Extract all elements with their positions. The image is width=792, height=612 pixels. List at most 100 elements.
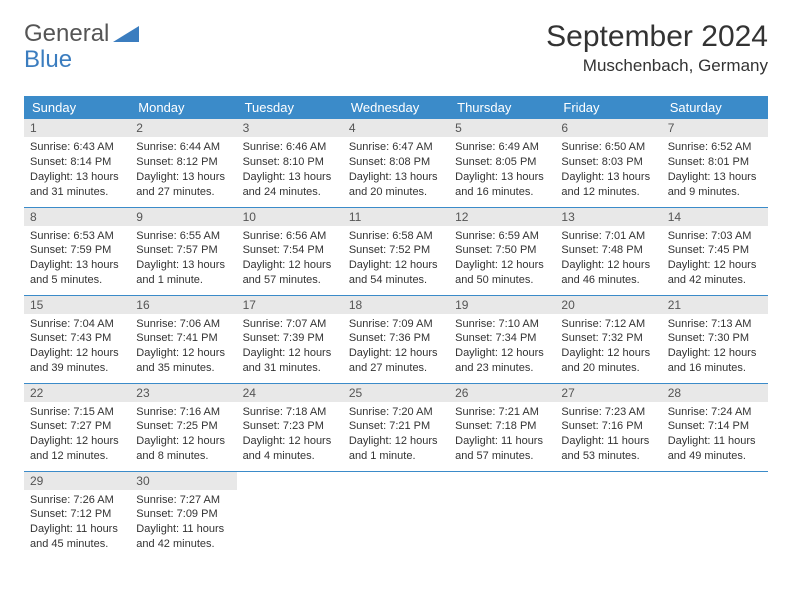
day-content: Sunrise: 6:53 AMSunset: 7:59 PMDaylight:… bbox=[24, 226, 130, 291]
day-number: 15 bbox=[24, 296, 130, 314]
weekday-header: Monday bbox=[130, 96, 236, 119]
calendar-cell: 22Sunrise: 7:15 AMSunset: 7:27 PMDayligh… bbox=[24, 383, 130, 471]
day-number: 9 bbox=[130, 208, 236, 226]
day-content: Sunrise: 6:52 AMSunset: 8:01 PMDaylight:… bbox=[662, 137, 768, 202]
logo-text-2: Blue bbox=[24, 46, 72, 74]
day-content: Sunrise: 7:27 AMSunset: 7:09 PMDaylight:… bbox=[130, 490, 236, 555]
calendar-cell: 12Sunrise: 6:59 AMSunset: 7:50 PMDayligh… bbox=[449, 207, 555, 295]
calendar-cell: 4Sunrise: 6:47 AMSunset: 8:08 PMDaylight… bbox=[343, 119, 449, 207]
day-content: Sunrise: 6:44 AMSunset: 8:12 PMDaylight:… bbox=[130, 137, 236, 202]
day-content: Sunrise: 7:23 AMSunset: 7:16 PMDaylight:… bbox=[555, 402, 661, 467]
calendar-cell: 5Sunrise: 6:49 AMSunset: 8:05 PMDaylight… bbox=[449, 119, 555, 207]
weekday-header-row: Sunday Monday Tuesday Wednesday Thursday… bbox=[24, 96, 768, 119]
calendar-cell: 18Sunrise: 7:09 AMSunset: 7:36 PMDayligh… bbox=[343, 295, 449, 383]
calendar-cell: 26Sunrise: 7:21 AMSunset: 7:18 PMDayligh… bbox=[449, 383, 555, 471]
day-number: 18 bbox=[343, 296, 449, 314]
calendar-cell: 17Sunrise: 7:07 AMSunset: 7:39 PMDayligh… bbox=[237, 295, 343, 383]
day-number: 14 bbox=[662, 208, 768, 226]
day-content: Sunrise: 7:09 AMSunset: 7:36 PMDaylight:… bbox=[343, 314, 449, 379]
day-content: Sunrise: 7:06 AMSunset: 7:41 PMDaylight:… bbox=[130, 314, 236, 379]
day-content: Sunrise: 6:58 AMSunset: 7:52 PMDaylight:… bbox=[343, 226, 449, 291]
day-number: 7 bbox=[662, 119, 768, 137]
calendar-cell: 19Sunrise: 7:10 AMSunset: 7:34 PMDayligh… bbox=[449, 295, 555, 383]
calendar-cell: 20Sunrise: 7:12 AMSunset: 7:32 PMDayligh… bbox=[555, 295, 661, 383]
day-content: Sunrise: 7:26 AMSunset: 7:12 PMDaylight:… bbox=[24, 490, 130, 555]
day-content: Sunrise: 7:07 AMSunset: 7:39 PMDaylight:… bbox=[237, 314, 343, 379]
header: General September 2024 Muschenbach, Germ… bbox=[24, 20, 768, 76]
day-number: 22 bbox=[24, 384, 130, 402]
day-content: Sunrise: 7:01 AMSunset: 7:48 PMDaylight:… bbox=[555, 226, 661, 291]
day-content: Sunrise: 7:12 AMSunset: 7:32 PMDaylight:… bbox=[555, 314, 661, 379]
day-number: 20 bbox=[555, 296, 661, 314]
calendar-cell: 9Sunrise: 6:55 AMSunset: 7:57 PMDaylight… bbox=[130, 207, 236, 295]
day-number: 17 bbox=[237, 296, 343, 314]
weekday-header: Sunday bbox=[24, 96, 130, 119]
calendar-cell bbox=[237, 471, 343, 559]
day-number: 16 bbox=[130, 296, 236, 314]
day-number: 13 bbox=[555, 208, 661, 226]
logo-text-1: General bbox=[24, 20, 109, 48]
calendar-cell: 6Sunrise: 6:50 AMSunset: 8:03 PMDaylight… bbox=[555, 119, 661, 207]
calendar-cell: 1Sunrise: 6:43 AMSunset: 8:14 PMDaylight… bbox=[24, 119, 130, 207]
day-number: 11 bbox=[343, 208, 449, 226]
calendar-cell: 3Sunrise: 6:46 AMSunset: 8:10 PMDaylight… bbox=[237, 119, 343, 207]
calendar-cell: 13Sunrise: 7:01 AMSunset: 7:48 PMDayligh… bbox=[555, 207, 661, 295]
day-number: 24 bbox=[237, 384, 343, 402]
day-content: Sunrise: 6:59 AMSunset: 7:50 PMDaylight:… bbox=[449, 226, 555, 291]
weekday-header: Tuesday bbox=[237, 96, 343, 119]
calendar-cell: 29Sunrise: 7:26 AMSunset: 7:12 PMDayligh… bbox=[24, 471, 130, 559]
calendar-cell: 16Sunrise: 7:06 AMSunset: 7:41 PMDayligh… bbox=[130, 295, 236, 383]
calendar-cell: 23Sunrise: 7:16 AMSunset: 7:25 PMDayligh… bbox=[130, 383, 236, 471]
day-number: 28 bbox=[662, 384, 768, 402]
day-number: 4 bbox=[343, 119, 449, 137]
day-number: 19 bbox=[449, 296, 555, 314]
weekday-header: Wednesday bbox=[343, 96, 449, 119]
location: Muschenbach, Germany bbox=[546, 56, 768, 76]
weekday-header: Thursday bbox=[449, 96, 555, 119]
day-number: 5 bbox=[449, 119, 555, 137]
day-content: Sunrise: 7:13 AMSunset: 7:30 PMDaylight:… bbox=[662, 314, 768, 379]
calendar-cell: 25Sunrise: 7:20 AMSunset: 7:21 PMDayligh… bbox=[343, 383, 449, 471]
calendar-row: 22Sunrise: 7:15 AMSunset: 7:27 PMDayligh… bbox=[24, 383, 768, 471]
day-number: 12 bbox=[449, 208, 555, 226]
calendar-cell bbox=[449, 471, 555, 559]
day-number: 2 bbox=[130, 119, 236, 137]
logo-triangle-icon bbox=[113, 24, 139, 44]
calendar-cell: 24Sunrise: 7:18 AMSunset: 7:23 PMDayligh… bbox=[237, 383, 343, 471]
day-number: 10 bbox=[237, 208, 343, 226]
calendar-row: 1Sunrise: 6:43 AMSunset: 8:14 PMDaylight… bbox=[24, 119, 768, 207]
calendar-cell: 7Sunrise: 6:52 AMSunset: 8:01 PMDaylight… bbox=[662, 119, 768, 207]
month-title: September 2024 bbox=[546, 20, 768, 54]
day-content: Sunrise: 7:03 AMSunset: 7:45 PMDaylight:… bbox=[662, 226, 768, 291]
day-content: Sunrise: 7:21 AMSunset: 7:18 PMDaylight:… bbox=[449, 402, 555, 467]
day-content: Sunrise: 6:56 AMSunset: 7:54 PMDaylight:… bbox=[237, 226, 343, 291]
day-content: Sunrise: 7:24 AMSunset: 7:14 PMDaylight:… bbox=[662, 402, 768, 467]
calendar-cell: 2Sunrise: 6:44 AMSunset: 8:12 PMDaylight… bbox=[130, 119, 236, 207]
day-content: Sunrise: 7:15 AMSunset: 7:27 PMDaylight:… bbox=[24, 402, 130, 467]
day-number: 30 bbox=[130, 472, 236, 490]
day-number: 6 bbox=[555, 119, 661, 137]
day-content: Sunrise: 7:18 AMSunset: 7:23 PMDaylight:… bbox=[237, 402, 343, 467]
day-content: Sunrise: 6:50 AMSunset: 8:03 PMDaylight:… bbox=[555, 137, 661, 202]
calendar-cell bbox=[343, 471, 449, 559]
day-content: Sunrise: 7:10 AMSunset: 7:34 PMDaylight:… bbox=[449, 314, 555, 379]
calendar-cell: 15Sunrise: 7:04 AMSunset: 7:43 PMDayligh… bbox=[24, 295, 130, 383]
day-number: 1 bbox=[24, 119, 130, 137]
calendar-row: 8Sunrise: 6:53 AMSunset: 7:59 PMDaylight… bbox=[24, 207, 768, 295]
weekday-header: Saturday bbox=[662, 96, 768, 119]
calendar-cell bbox=[662, 471, 768, 559]
calendar-cell: 28Sunrise: 7:24 AMSunset: 7:14 PMDayligh… bbox=[662, 383, 768, 471]
calendar-cell: 14Sunrise: 7:03 AMSunset: 7:45 PMDayligh… bbox=[662, 207, 768, 295]
day-number: 27 bbox=[555, 384, 661, 402]
calendar-cell: 21Sunrise: 7:13 AMSunset: 7:30 PMDayligh… bbox=[662, 295, 768, 383]
weekday-header: Friday bbox=[555, 96, 661, 119]
day-content: Sunrise: 6:46 AMSunset: 8:10 PMDaylight:… bbox=[237, 137, 343, 202]
day-number: 23 bbox=[130, 384, 236, 402]
calendar-row: 29Sunrise: 7:26 AMSunset: 7:12 PMDayligh… bbox=[24, 471, 768, 559]
calendar-cell bbox=[555, 471, 661, 559]
day-content: Sunrise: 6:49 AMSunset: 8:05 PMDaylight:… bbox=[449, 137, 555, 202]
day-number: 29 bbox=[24, 472, 130, 490]
logo: General bbox=[24, 20, 139, 48]
calendar-cell: 30Sunrise: 7:27 AMSunset: 7:09 PMDayligh… bbox=[130, 471, 236, 559]
calendar-cell: 8Sunrise: 6:53 AMSunset: 7:59 PMDaylight… bbox=[24, 207, 130, 295]
